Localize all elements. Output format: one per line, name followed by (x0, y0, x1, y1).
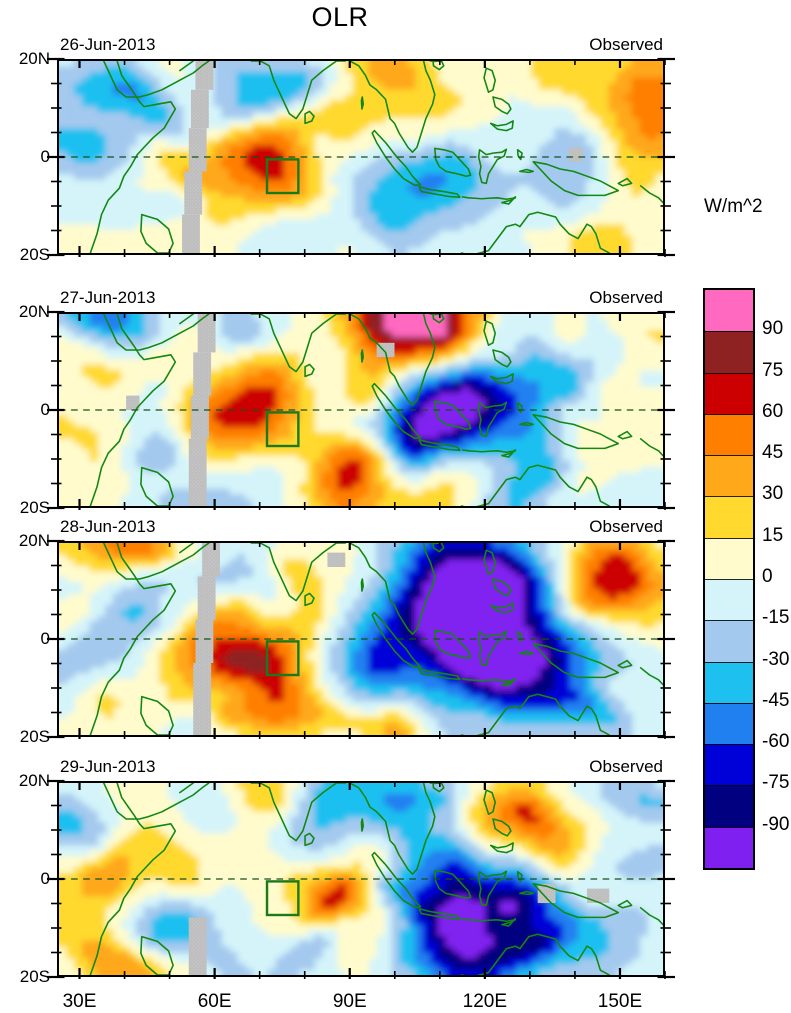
analysis-region-box (265, 640, 300, 677)
map-panel: 26-Jun-2013 Observed 20N 0 20S (19, 35, 675, 264)
missing-data-mask (182, 61, 583, 253)
colorbar-band (705, 826, 753, 869)
colorbar-band (705, 620, 753, 663)
colorbar-band-separator (705, 785, 753, 787)
map-contour-svg (59, 543, 663, 735)
colorbar-band-separator (705, 537, 753, 539)
analysis-region-box (265, 158, 300, 195)
colorbar-tick-label: 90 (762, 318, 784, 340)
colorbar-band (705, 579, 753, 621)
panel-date-label: 29-Jun-2013 (60, 757, 156, 776)
coastlines (89, 61, 663, 253)
map-plot-area (57, 59, 665, 255)
colorbar-band-separator (705, 661, 753, 663)
coastlines (89, 543, 663, 735)
colorbar-tick-label: 15 (762, 524, 784, 546)
colorbar-band-separator (705, 744, 753, 746)
y-axis-tick-label: 0 (40, 869, 50, 888)
colorbar-band-separator (705, 702, 753, 704)
panel-source-label: Observed (589, 757, 663, 776)
colorbar-band-separator (705, 331, 753, 333)
colorbar-band-separator (705, 413, 753, 415)
y-axis-tick-label: 20S (19, 245, 50, 264)
colorbar-tick-label: -90 (762, 813, 790, 835)
missing-data-mask (193, 543, 346, 735)
colorbar-band (705, 331, 753, 374)
map-panel: 29-Jun-2013 Observed 20N 0 20S 30E 60E 90E 120E 1… (19, 757, 675, 1012)
map-contour-svg (59, 783, 663, 975)
x-axis-tick-label: 150E (597, 991, 643, 1012)
colorbar-tick-label: 75 (762, 359, 784, 381)
map-plot-area (57, 541, 665, 737)
map-contour-svg (59, 314, 663, 506)
colorbar-band (705, 372, 753, 415)
colorbar-band (705, 413, 753, 456)
coastlines (89, 314, 663, 506)
y-axis-tick-label: 20S (19, 727, 50, 746)
x-axis-tick-label: 60E (197, 991, 232, 1012)
y-axis-tick-label: 0 (40, 629, 50, 648)
missing-data-mask (126, 314, 395, 506)
y-axis-tick-label: 20S (19, 967, 50, 986)
colorbar-band-separator (705, 372, 753, 374)
x-axis-tick-label: 90E (332, 991, 367, 1012)
y-axis-tick-label: 0 (40, 147, 50, 166)
colorbar-band (705, 744, 753, 786)
y-axis-tick-label: 20S (19, 498, 50, 517)
y-axis-tick-label: 20N (18, 531, 50, 550)
colorbar-tick-label: 45 (762, 442, 784, 464)
x-axis-tick-label: 30E (62, 991, 97, 1012)
colorbar-tick-label: -45 (762, 689, 790, 711)
map-plot-area (57, 781, 665, 977)
panel-date-label: 26-Jun-2013 (60, 35, 156, 54)
analysis-region-box (265, 411, 300, 448)
colorbar-tick-label: 60 (762, 400, 784, 422)
colorbar-band-separator (705, 620, 753, 622)
panel-date-label: 28-Jun-2013 (60, 517, 156, 536)
map-contour-svg (59, 61, 663, 253)
coastlines (89, 783, 663, 975)
colorbar-band (705, 785, 753, 828)
missing-data-mask (188, 883, 610, 975)
colorbar-tick-label: 30 (762, 483, 784, 505)
colorbar-band-separator (705, 455, 753, 457)
map-panel: 28-Jun-2013 Observed 20N 0 20S (19, 517, 675, 746)
colorbar-band (705, 661, 753, 704)
colorbar-band (705, 455, 753, 497)
y-axis-tick-label: 0 (40, 400, 50, 419)
colorbar-band-separator (705, 579, 753, 580)
x-axis-tick-label: 120E (462, 991, 508, 1012)
colorbar-band (705, 290, 753, 332)
page-title: OLR (311, 2, 369, 32)
colorbar-tick-label: -30 (762, 648, 790, 670)
y-axis-tick-label: 20N (18, 302, 50, 321)
colorbar-band (705, 537, 753, 580)
y-axis-tick-label: 20N (18, 49, 50, 68)
panel-date-label: 27-Jun-2013 (60, 288, 156, 307)
colorbar-band (705, 702, 753, 745)
y-axis-tick-label: 20N (18, 771, 50, 790)
panel-source-label: Observed (589, 517, 663, 536)
colorbar-band (705, 496, 753, 539)
colorbar (703, 288, 755, 870)
panel-source-label: Observed (589, 35, 663, 54)
colorbar-tick-label: 0 (762, 566, 773, 587)
colorbar-tick-label: -15 (762, 607, 790, 629)
colorbar-tick-label: -60 (762, 731, 790, 753)
map-panel: 27-Jun-2013 Observed 20N 0 20S (19, 288, 675, 517)
panel-source-label: Observed (589, 288, 663, 307)
map-plot-area (57, 312, 665, 508)
colorbar-units-label: W/m^2 (704, 196, 763, 217)
colorbar-band-separator (705, 496, 753, 498)
analysis-region-box (265, 880, 300, 917)
colorbar-band-separator (705, 826, 753, 828)
colorbar-tick-label: -75 (762, 772, 790, 794)
